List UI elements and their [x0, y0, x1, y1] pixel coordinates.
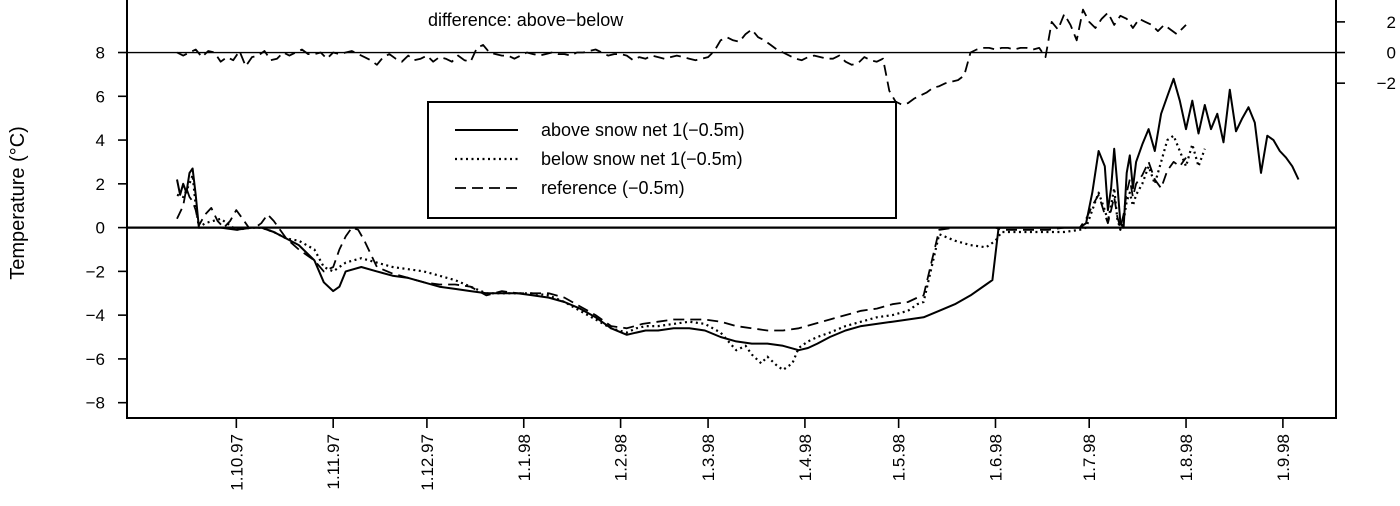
- plot-frame: [126, 0, 1337, 419]
- legend-entry: below snow net 1(−0.5m): [541, 149, 743, 169]
- series-line-above-snow-net-1-0-5m: [176, 77, 1300, 352]
- x-tick-label: 1.11.97: [324, 434, 343, 489]
- zero-reference-lines: [127, 51, 1336, 229]
- inset-label: difference: above−below: [428, 10, 624, 30]
- legend-entry: above snow net 1(−0.5m): [541, 120, 745, 140]
- inset-right-tick-label: 0: [1387, 44, 1396, 63]
- x-tick-label: 1.12.97: [418, 434, 437, 491]
- x-tick-label: 1.9.98: [1274, 434, 1293, 481]
- x-tick-label: 1.6.98: [986, 434, 1005, 481]
- y-tick-label: −6: [86, 350, 105, 369]
- series-line-below-snow-net-1-0-5m: [176, 134, 1206, 371]
- y-tick-label: 4: [96, 131, 105, 150]
- x-tick-label: 1.8.98: [1177, 434, 1196, 481]
- x-tick-label: 1.1.98: [515, 434, 534, 481]
- series-line-reference-0-5m: [176, 157, 1187, 332]
- inset-right-tick-label: −2: [1377, 74, 1396, 93]
- y-tick-label: −4: [86, 306, 105, 325]
- y-tick-label: 8: [96, 44, 105, 63]
- x-tick-label: 1.5.98: [890, 434, 909, 481]
- y-tick-label: −2: [86, 262, 105, 281]
- y-tick-label: 0: [96, 219, 105, 238]
- series-layer: [176, 8, 1300, 371]
- y-tick-label: −8: [86, 394, 105, 413]
- x-axis: 1.10.97 1.11.97 1.12.97 1.1.98 1.2.98 1.3.98 1…: [227, 418, 1293, 491]
- x-tick-label: 1.7.98: [1080, 434, 1099, 481]
- y-axis-label: Temperature (°C): [7, 126, 29, 280]
- y-tick-label: 6: [96, 87, 105, 106]
- x-tick-label: 1.3.98: [699, 434, 718, 481]
- plot-border: [126, 0, 1337, 419]
- legend: above snow net 1(−0.5m) below snow net 1(…: [427, 101, 897, 219]
- x-tick-label: 1.4.98: [796, 434, 815, 481]
- y-tick-label: 2: [96, 175, 105, 194]
- x-tick-label: 1.2.98: [612, 434, 631, 481]
- legend-entry: reference (−0.5m): [541, 178, 685, 198]
- inset-right-tick-label: 2: [1387, 13, 1396, 32]
- x-tick-label: 1.10.97: [227, 434, 246, 491]
- series-line-difference-above-below: [176, 8, 1187, 106]
- y-axis: 8 6 4 2 0 −2 −4 −6 −8: [86, 44, 127, 413]
- inset-right-axis: 2 0 −2: [1336, 13, 1396, 93]
